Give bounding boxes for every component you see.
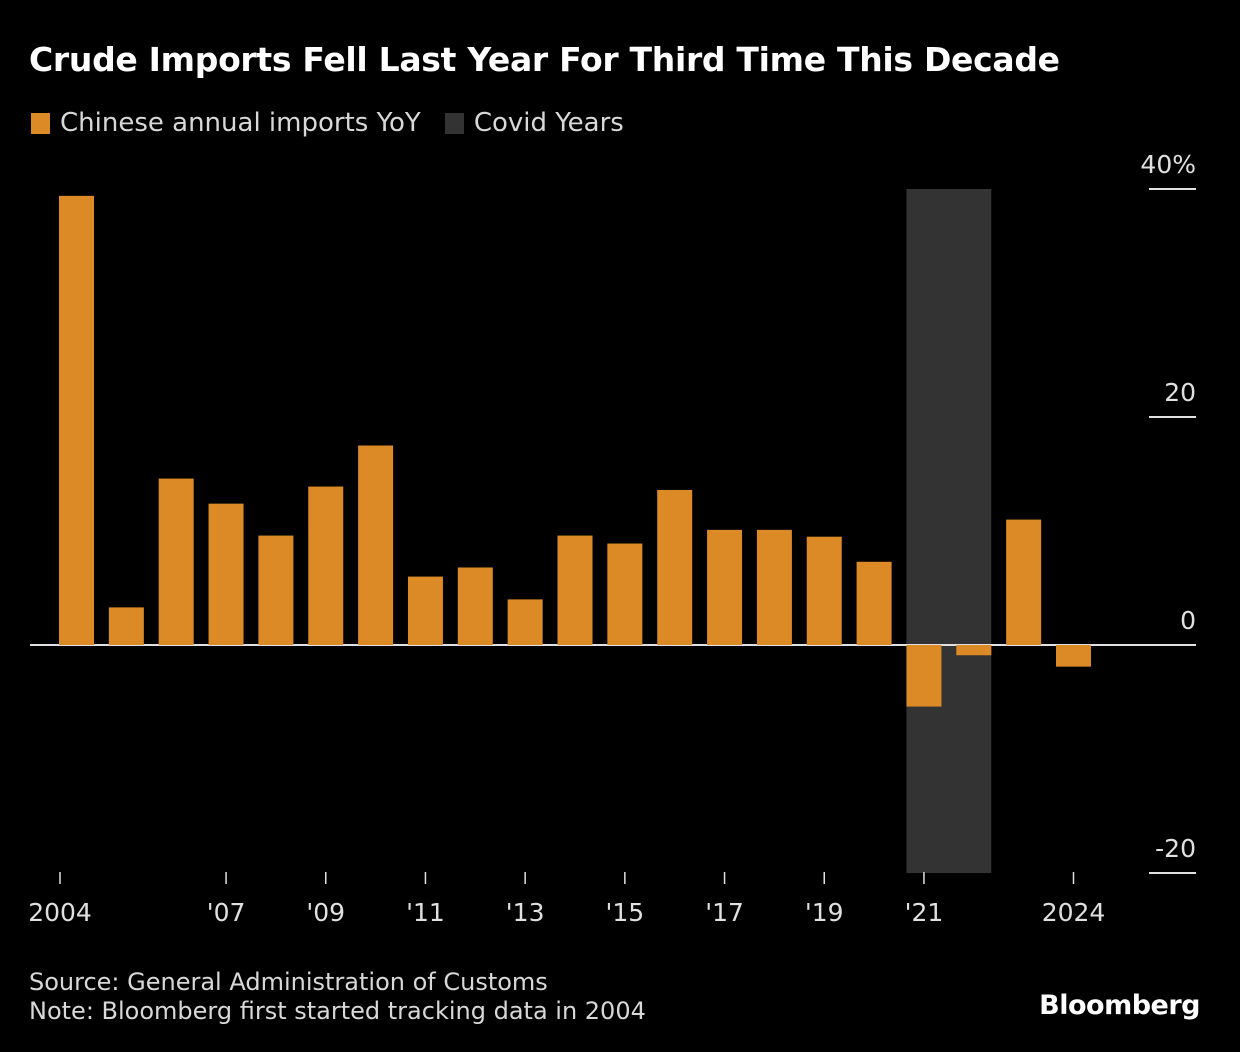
data-note: Note: Bloomberg first started tracking d… <box>29 997 646 1025</box>
legend: Chinese annual imports YoY Covid Years <box>31 108 648 138</box>
bar-2020 <box>856 561 892 645</box>
bar-2011 <box>407 576 443 645</box>
bar-2006 <box>158 478 194 645</box>
x-tick-label: '13 <box>506 898 545 927</box>
x-tick-label: '21 <box>905 898 944 927</box>
bar-2019 <box>806 536 842 645</box>
legend-swatch-imports <box>31 112 50 134</box>
x-tick-label: '07 <box>207 898 246 927</box>
legend-item-covid: Covid Years <box>444 108 624 138</box>
x-tick-label: 2024 <box>1042 898 1106 927</box>
legend-item-imports: Chinese annual imports YoY <box>31 108 421 138</box>
source-note: Source: General Administration of Custom… <box>29 968 548 996</box>
bar-2017 <box>707 529 743 645</box>
y-tick-label: -20 <box>1155 834 1196 863</box>
covid-shade <box>906 189 992 873</box>
bar-2004 <box>59 195 94 645</box>
bar-2016 <box>657 489 693 645</box>
y-tick-label: 20 <box>1164 378 1196 407</box>
bar-2021 <box>906 645 942 707</box>
bar-2014 <box>557 535 593 645</box>
x-tick-label: '15 <box>606 898 645 927</box>
bar-2012 <box>457 567 493 645</box>
footer: Source: General Administration of Custom… <box>29 968 646 1026</box>
x-tick-label: '19 <box>805 898 844 927</box>
bar-chart: 40% 20 0 -20 2004 '07 '09 '11 '13 '15 '17 '19 '21 202… <box>28 150 1196 927</box>
x-tick-label: '17 <box>705 898 744 927</box>
bar-2024 <box>1056 645 1091 667</box>
chart-title: Crude Imports Fell Last Year For Third T… <box>29 40 1060 79</box>
bar-2010 <box>358 445 394 645</box>
bar-2013 <box>507 599 543 645</box>
bloomberg-logo: Bloomberg <box>1039 990 1200 1021</box>
x-tick-label: 2004 <box>28 898 92 927</box>
bar-2009 <box>308 486 344 645</box>
bar-2008 <box>258 535 294 645</box>
x-tick-label: '11 <box>406 898 445 927</box>
bar-2005 <box>108 607 144 645</box>
bar-2018 <box>756 529 792 645</box>
bar-2015 <box>607 543 643 645</box>
legend-label-imports: Chinese annual imports YoY <box>60 108 421 138</box>
legend-swatch-covid <box>444 112 464 134</box>
bar-2007 <box>208 503 244 645</box>
x-tick-label: '09 <box>306 898 345 927</box>
bar-2022 <box>956 645 992 656</box>
bar-2023 <box>1006 519 1042 645</box>
legend-label-covid: Covid Years <box>473 108 624 138</box>
y-tick-label: 40% <box>1140 150 1196 179</box>
y-tick-label: 0 <box>1180 606 1196 635</box>
